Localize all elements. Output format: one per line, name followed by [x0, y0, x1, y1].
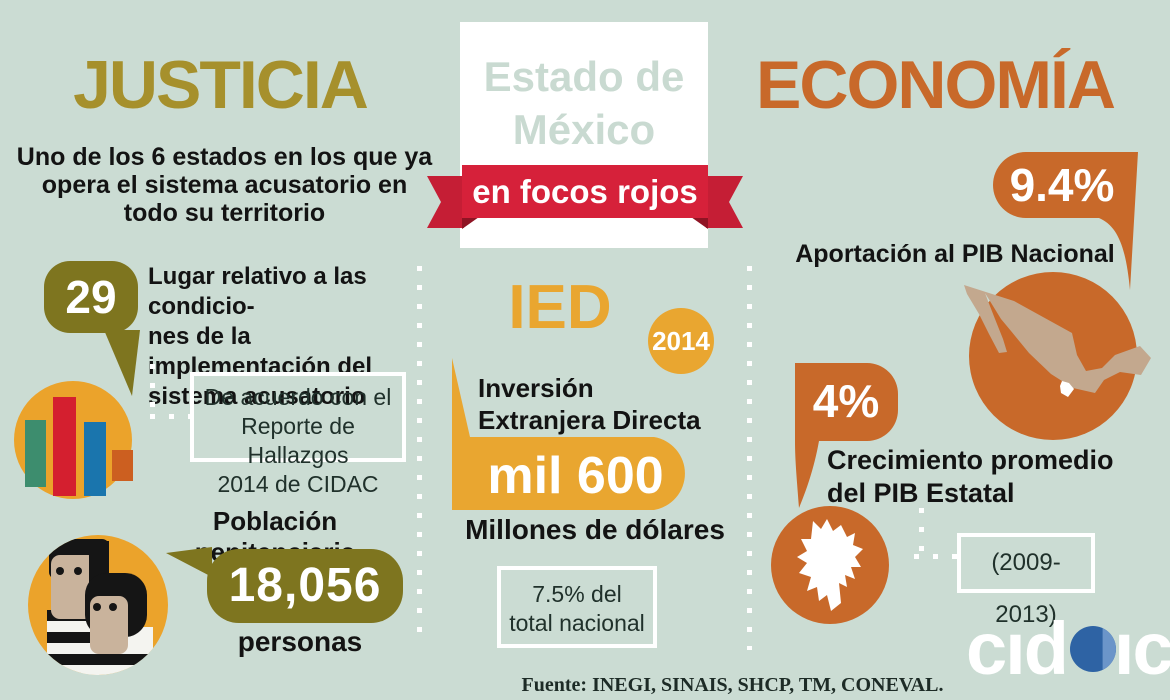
- period-box: (2009-2013): [957, 533, 1095, 628]
- economia-title: ECONOMÍA: [756, 47, 1116, 123]
- ribbon-label: en focos rojos: [472, 173, 698, 210]
- justicia-subtitle-line: Uno de los 6 estados en los que ya: [16, 143, 433, 171]
- dotted-connector-left-vertical: [150, 364, 155, 416]
- dotted-connector-right-vertical: [919, 508, 924, 556]
- note-line: De acuerdo con el: [204, 384, 392, 410]
- ied-year-badge: 2014: [648, 308, 714, 374]
- card-title-line1: Estado de: [483, 53, 685, 100]
- ribbon-right-fold-icon: [691, 217, 708, 229]
- ied-value: mil 600: [487, 447, 664, 505]
- pib-nacional-value: 9.4%: [1009, 159, 1115, 211]
- bar-chart-icon: [14, 381, 133, 499]
- logo-dot-icon: [1069, 626, 1116, 672]
- prison-speech-bubble: 18,056: [207, 549, 403, 623]
- ied-heading: IED: [508, 273, 612, 342]
- justicia-subtitle: Uno de los 6 estados en los que ya opera…: [12, 143, 437, 227]
- cidac-logo: cıd ıc: [966, 604, 1170, 686]
- pib-estatal-value: 4%: [812, 375, 880, 427]
- prison-population-unit: personas: [237, 626, 363, 657]
- rank-label-line: sistema acusatorio: [148, 383, 366, 410]
- pib-estatal-label-line: del PIB Estatal: [827, 478, 1015, 508]
- ribbon-left-fold-icon: [462, 217, 479, 229]
- rank-bubble-tail-icon: [104, 330, 140, 396]
- share-line: 7.5% del: [532, 581, 622, 607]
- rank-label: Lugar relativo a las condicio- nes de la…: [148, 262, 423, 412]
- justicia-subtitle-line: opera el sistema acusatorio en: [41, 171, 408, 199]
- justicia-subtitle-line: todo su territorio: [123, 199, 326, 227]
- ribbon-left-tail-icon: [427, 176, 464, 228]
- cidac-report-note: De acuerdo con el Reporte de Hallazgos 2…: [190, 372, 406, 497]
- divider-dotted-right: [747, 266, 752, 650]
- ied-unit: Millones de dólares: [465, 514, 725, 545]
- prisoners-icon: [28, 535, 168, 675]
- pib-nacional-bubble: [993, 152, 1138, 290]
- note-line: 2014 de CIDAC: [217, 471, 379, 497]
- edomex-map-icon: [797, 519, 863, 611]
- logo-text-right: ıc: [1113, 607, 1170, 690]
- edomex-highlight: [1060, 381, 1074, 397]
- ied-share-note: 7.5% del total nacional: [497, 566, 657, 648]
- rank-speech-bubble: 29: [44, 261, 138, 333]
- pib-estatal-label-line: Crecimiento promedio: [827, 445, 1114, 475]
- ied-label-line: Inversión: [478, 373, 594, 403]
- dotted-connector-right-horizontal: [914, 554, 960, 559]
- card-title-line2: México: [512, 106, 656, 153]
- dotted-connector-left-horizontal: [150, 414, 190, 419]
- prison-population-value: 18,056: [228, 559, 382, 612]
- source-line: Fuente: INEGI, SINAIS, SHCP, TM, CONEVAL…: [521, 674, 944, 696]
- pib-estatal-bubble: [795, 363, 898, 508]
- pib-estatal-label: Crecimiento promedio del PIB Estatal: [827, 444, 1137, 510]
- pib-nacional-label: Aportación al PIB Nacional: [795, 240, 1115, 268]
- ied-value-bubble: [452, 358, 685, 510]
- rank-value: 29: [65, 271, 117, 323]
- prison-bubble-tail-icon: [166, 547, 212, 577]
- period-value: (2009-2013): [991, 549, 1061, 628]
- rank-label-line: Lugar relativo a las condicio-: [148, 263, 367, 320]
- ied-year: 2014: [652, 326, 710, 356]
- ied-label: Inversión Extranjera Directa: [478, 372, 738, 436]
- ied-label-line: Extranjera Directa: [478, 405, 701, 435]
- divider-dotted-left: [417, 266, 422, 638]
- note-line: Reporte de Hallazgos: [241, 413, 355, 468]
- ribbon-right-tail-icon: [706, 176, 743, 228]
- justicia-title: JUSTICIA: [73, 47, 369, 123]
- ribbon-banner: en focos rojos: [462, 165, 708, 218]
- mexico-map-icon: [964, 285, 1151, 397]
- logo-text-left: cıd: [966, 607, 1069, 690]
- share-line: total nacional: [509, 610, 645, 636]
